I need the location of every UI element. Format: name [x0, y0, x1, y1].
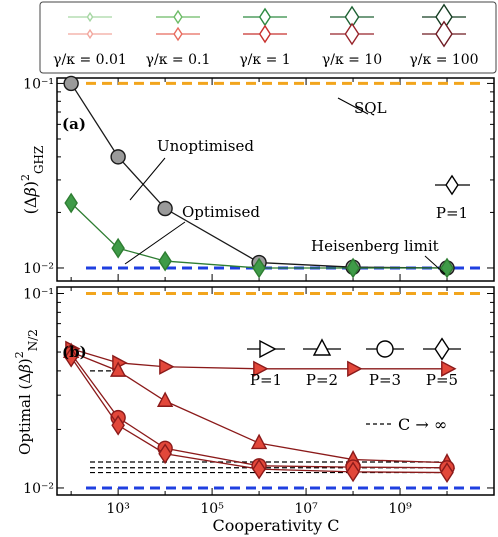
annotation-optimised: Optimised: [182, 203, 260, 221]
data-point: [64, 192, 78, 214]
data-point: [346, 257, 360, 279]
data-point: [111, 414, 125, 436]
data-point: [157, 200, 173, 217]
marker-legend-triangle-up-icon: [312, 338, 332, 356]
x-tick-label: 10³: [106, 501, 129, 517]
dashed-legend-label: C → ∞: [398, 415, 447, 434]
data-point: [109, 361, 127, 377]
marker-legend-diamond-icon: [445, 174, 459, 196]
data-point: [159, 358, 175, 375]
panel-a: 10⁻² 10⁻¹ (a) SQL Unoptimised Optimised H…: [19, 75, 495, 282]
data-point: [158, 250, 172, 272]
marker-legend-label: P=3: [369, 371, 401, 389]
legend-label: γ/κ = 1: [239, 52, 290, 68]
data-point: [440, 462, 454, 483]
legend-diamond-red-icon: [258, 24, 272, 44]
data-point: [111, 237, 125, 259]
y-tick-label: 10⁻¹: [23, 286, 54, 302]
pointer-optimised: [124, 221, 186, 265]
series-line: [70, 202, 448, 269]
series-line: [70, 351, 448, 464]
legend-diamond-green-icon: [86, 11, 94, 23]
marker-legend-label: P=5: [426, 371, 458, 389]
pointer-sql: [337, 97, 369, 115]
data-point: [253, 360, 269, 377]
legend-label: γ/κ = 10: [322, 52, 382, 68]
data-point: [63, 75, 79, 92]
panel-b-ylabel: Optimal (Δβ)2N/2: [13, 329, 40, 455]
series-line: [70, 356, 448, 474]
x-tick-label: 10⁹: [388, 501, 412, 517]
pointer-unoptimised: [129, 157, 166, 201]
panel-a-ylabel: (Δβ)2GHZ: [19, 146, 46, 215]
y-tick-label: 10⁻¹: [23, 76, 54, 92]
y-tick-label: 10⁻²: [23, 481, 54, 497]
x-tick-label: 10⁷: [294, 501, 318, 517]
data-point: [110, 149, 126, 165]
data-point: [441, 360, 457, 377]
pointer-heisenberg: [424, 255, 446, 275]
marker-legend-circle-icon: [376, 340, 394, 358]
legend-label: γ/κ = 0.1: [146, 52, 211, 68]
panel-b: 10³ 10⁵ 10⁷ 10⁹ 10⁻² 10⁻¹ (b) P=1 P=2 P=3 P=5 C …: [13, 286, 495, 535]
y-tick-label: 10⁻²: [23, 261, 54, 277]
x-tick-label: 10⁵: [200, 501, 224, 517]
marker-legend-label: P=1: [250, 371, 282, 389]
legend-diamond-red-icon: [435, 20, 453, 48]
data-point: [64, 346, 78, 368]
legend-diamond-green-icon: [173, 9, 183, 25]
marker-legend-diamond-icon: [434, 337, 450, 361]
data-point: [156, 391, 174, 407]
data-point: [158, 443, 172, 465]
data-point: [250, 433, 268, 450]
legend-diamond-red-icon: [344, 22, 360, 46]
dashed-legend: C → ∞: [366, 415, 447, 434]
legend-label: γ/κ = 0.01: [53, 52, 127, 68]
data-point: [346, 461, 360, 483]
series-line: [70, 348, 448, 370]
panel-b-frame: [56, 286, 495, 496]
series-line: [70, 83, 448, 269]
data-point: [252, 257, 266, 279]
legend: γ/κ = 0.01 γ/κ = 0.1 γ/κ = 1 γ/κ = 10 γ/κ = …: [39, 1, 497, 74]
marker-legend-label: P=2: [306, 371, 338, 389]
panel-b-label: (b): [62, 343, 87, 361]
data-point: [347, 360, 363, 377]
marker-legend-triangle-right-icon: [259, 339, 277, 359]
annotation-unoptimised: Unoptimised: [157, 137, 254, 155]
panel-a-label: (a): [62, 115, 86, 133]
annotation-heisenberg: Heisenberg limit: [311, 237, 439, 255]
data-point: [252, 458, 266, 480]
annotation-sql-a: SQL: [354, 99, 387, 117]
legend-label: γ/κ = 100: [409, 52, 478, 68]
x-axis-label: Cooperativity C: [213, 516, 340, 535]
legend-diamond-red-icon: [86, 28, 94, 40]
series-line: [70, 353, 448, 469]
legend-diamond-red-icon: [173, 26, 183, 42]
marker-legend-label: P=1: [436, 204, 468, 222]
